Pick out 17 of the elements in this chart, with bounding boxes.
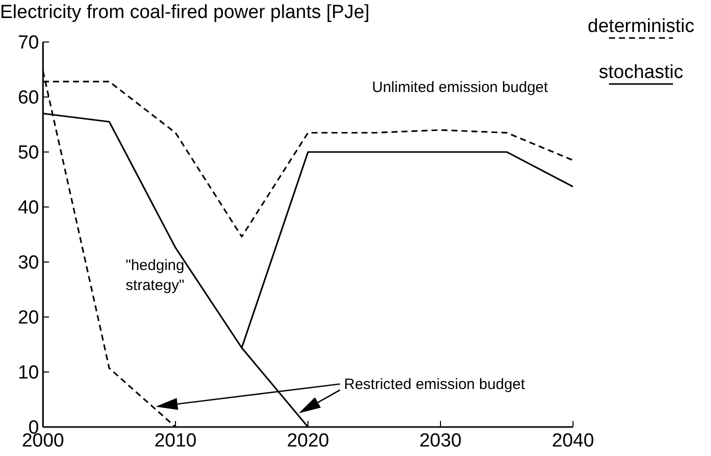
y-tick-label: 20	[18, 308, 39, 329]
annotation: "hedging strategy"	[124, 256, 186, 296]
x-tick-label: 2030	[419, 430, 462, 452]
chart-title: Electricity from coal-fired power plants [PJe]	[0, 2, 370, 24]
y-tick-label: 30	[18, 252, 39, 274]
text: deterministic	[588, 16, 694, 37]
annotation: Restricted emission budget	[344, 375, 526, 395]
x-tick-label: 2020	[286, 430, 330, 452]
y-tick-label: 70	[18, 32, 39, 54]
x-tick-label: 2040	[552, 430, 594, 452]
x-tick-label: 2010	[154, 430, 197, 452]
y-tick-label: 40	[18, 198, 39, 219]
y-tick-label: 10	[18, 362, 39, 384]
text: stochastic	[598, 62, 684, 83]
y-tick-label: 60	[18, 88, 39, 109]
y-tick-label: 50	[18, 142, 39, 164]
annotation: Unlimited emission budget	[372, 79, 548, 96]
